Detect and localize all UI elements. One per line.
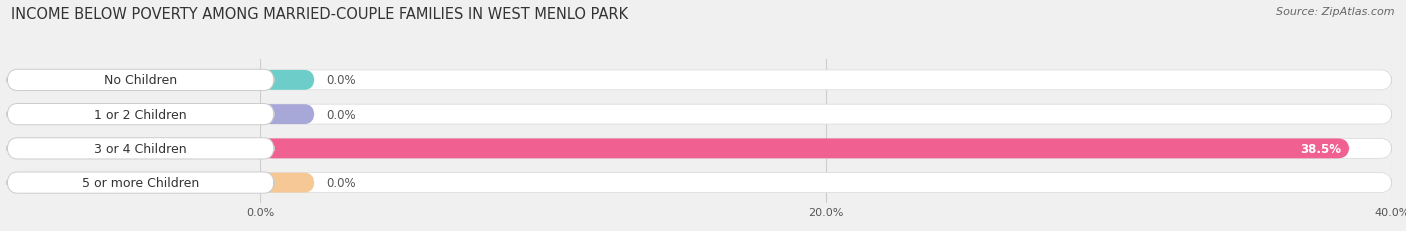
Text: 0.0%: 0.0% <box>326 74 356 87</box>
FancyBboxPatch shape <box>260 105 1392 125</box>
FancyBboxPatch shape <box>260 139 1392 159</box>
Text: 1 or 2 Children: 1 or 2 Children <box>94 108 187 121</box>
Text: 0.0%: 0.0% <box>326 108 356 121</box>
FancyBboxPatch shape <box>260 173 1392 193</box>
FancyBboxPatch shape <box>7 70 274 91</box>
FancyBboxPatch shape <box>7 138 274 159</box>
FancyBboxPatch shape <box>260 105 315 125</box>
FancyBboxPatch shape <box>7 172 274 193</box>
Text: 3 or 4 Children: 3 or 4 Children <box>94 142 187 155</box>
FancyBboxPatch shape <box>7 104 274 125</box>
FancyBboxPatch shape <box>260 71 315 90</box>
Text: 0.0%: 0.0% <box>326 176 356 189</box>
FancyBboxPatch shape <box>260 71 1392 90</box>
Text: 38.5%: 38.5% <box>1301 142 1341 155</box>
FancyBboxPatch shape <box>260 139 1350 159</box>
Text: Source: ZipAtlas.com: Source: ZipAtlas.com <box>1277 7 1395 17</box>
Text: 5 or more Children: 5 or more Children <box>82 176 200 189</box>
FancyBboxPatch shape <box>260 173 315 193</box>
Text: No Children: No Children <box>104 74 177 87</box>
Text: INCOME BELOW POVERTY AMONG MARRIED-COUPLE FAMILIES IN WEST MENLO PARK: INCOME BELOW POVERTY AMONG MARRIED-COUPL… <box>11 7 628 22</box>
